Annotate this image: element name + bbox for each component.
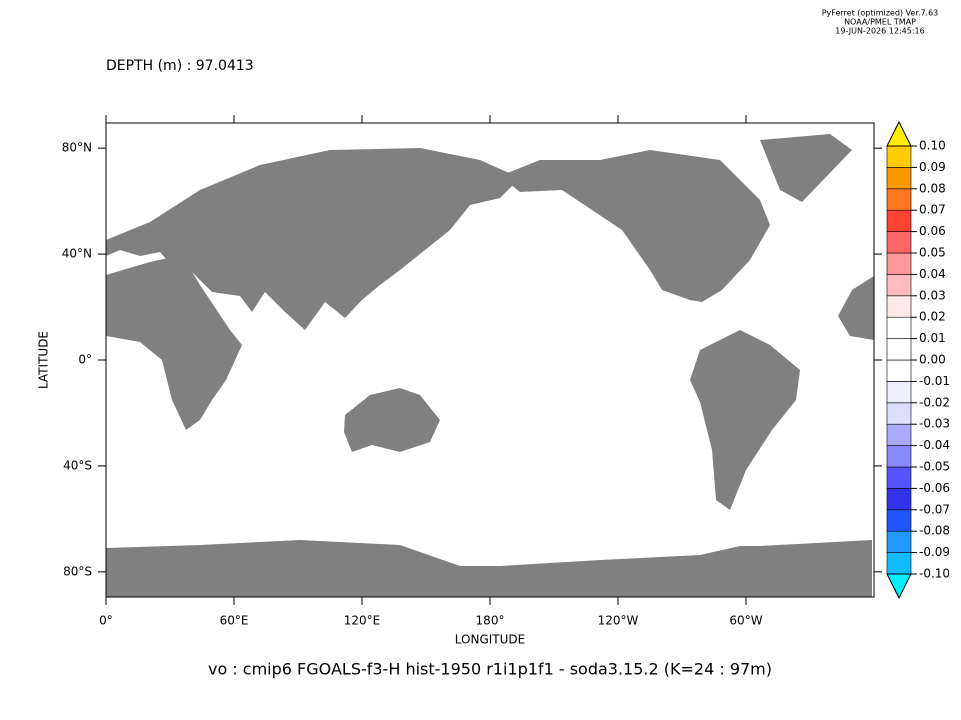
west-africa	[838, 276, 874, 340]
colorbar-label: -0.06	[919, 481, 950, 495]
antarctica	[106, 540, 872, 597]
colorbar-bin	[886, 295, 912, 318]
x-tick-label: 180°	[476, 614, 505, 628]
colorbar-label: 0.04	[919, 267, 946, 281]
colorbar-label: 0.01	[919, 331, 946, 345]
north-america	[500, 150, 770, 302]
colorbar-label: -0.04	[919, 438, 950, 452]
y-tick-label: 80°S	[63, 564, 92, 578]
colorbar-under	[886, 573, 912, 600]
x-tick-label: 120°E	[344, 614, 381, 628]
x-tick-label: 60°W	[729, 614, 762, 628]
colorbar-label: 0.02	[919, 310, 946, 324]
colorbar-label: 0.10	[919, 139, 946, 153]
header-line: PyFerret (optimized) Ver.7.63	[822, 9, 939, 18]
colorbar-bin	[886, 188, 912, 211]
colorbar-bin	[886, 445, 912, 468]
y-tick-label: 40°S	[63, 458, 92, 472]
colorbar-label: -0.08	[919, 524, 950, 538]
chart-title: vo : cmip6 FGOALS-f3-H hist-1950 r1i1p1f…	[208, 660, 772, 679]
colorbar-label: 0.09	[919, 160, 946, 174]
colorbar-label: 0.07	[919, 203, 946, 217]
colorbar-label: -0.05	[919, 460, 950, 474]
x-tick-label: 60°E	[220, 614, 249, 628]
colorbar-bin	[886, 488, 912, 511]
colorbar-bin	[886, 316, 912, 339]
colorbar-bin	[886, 145, 912, 168]
greenland	[760, 134, 852, 202]
eurasia	[106, 148, 520, 330]
colorbar-bin	[886, 402, 912, 425]
colorbar-label: 0.06	[919, 224, 946, 238]
colorbar-bin	[886, 423, 912, 446]
x-axis-label: LONGITUDE	[455, 633, 525, 647]
colorbar-bin	[886, 359, 912, 382]
south-america	[690, 330, 800, 510]
colorbar-bin	[886, 338, 912, 361]
y-tick-label: 40°N	[62, 247, 92, 261]
colorbar-bin	[886, 552, 912, 575]
colorbar-label: -0.02	[919, 395, 950, 409]
colorbar-label: -0.10	[919, 567, 950, 581]
colorbar-label: 0.05	[919, 246, 946, 260]
x-tick-label: 120°W	[598, 614, 639, 628]
colorbar-label: 0.03	[919, 288, 946, 302]
header-line: NOAA/PMEL TMAP	[844, 18, 916, 27]
colorbar-bin	[886, 231, 912, 254]
y-tick-label: 80°N	[62, 141, 92, 155]
colorbar-over	[886, 120, 912, 147]
australia	[344, 388, 440, 452]
colorbar-label: -0.03	[919, 417, 950, 431]
header-line: 19-JUN-2026 12:45:16	[835, 27, 924, 36]
colorbar-label: -0.07	[919, 502, 950, 516]
land	[106, 134, 874, 597]
colorbar-bin	[886, 209, 912, 232]
colorbar-label: -0.01	[919, 374, 950, 388]
x-tick-label: 0°	[99, 614, 113, 628]
colorbar-bin	[886, 252, 912, 275]
colorbar-bin	[886, 167, 912, 190]
y-tick-label: 0°	[78, 353, 92, 367]
colorbar-bin	[886, 466, 912, 489]
subtitle: DEPTH (m) : 97.0413	[106, 58, 254, 74]
colorbar-bin	[886, 274, 912, 297]
africa	[106, 255, 242, 430]
colorbar-bin	[886, 509, 912, 532]
colorbar-bin	[886, 381, 912, 404]
colorbar-bin	[886, 530, 912, 553]
y-axis-label: LATITUDE	[37, 331, 51, 389]
colorbar-label: 0.08	[919, 181, 946, 195]
colorbar-label: 0.00	[919, 353, 946, 367]
colorbar-label: -0.09	[919, 545, 950, 559]
